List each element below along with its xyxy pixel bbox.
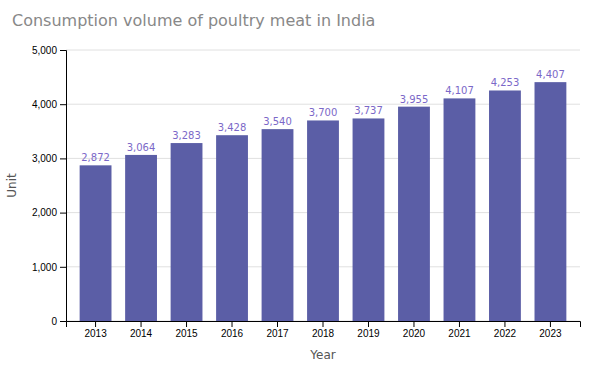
title: Consumption volume of poultry meat in In… (12, 11, 375, 30)
y-axis-title: Unit (5, 173, 19, 198)
x-axis: 2013 2014 2015 2016 2017 2018 2019 2020 2021 2022… (67, 321, 581, 339)
y-tick-mark (60, 213, 66, 214)
grid-line (66, 50, 580, 51)
x-tick-label: 2014 (130, 328, 153, 339)
x-tick-mark (141, 321, 142, 327)
x-tick: 2020 (403, 321, 426, 339)
x-tick-mark (413, 321, 414, 327)
y-tick-mark (60, 321, 66, 322)
x-tick-mark (232, 321, 233, 327)
y-tick: 1,000 (32, 262, 66, 273)
bar (489, 90, 521, 321)
grid (66, 50, 580, 321)
x-tick: 2017 (266, 321, 289, 339)
y-axis-line (60, 51, 67, 322)
data-label: 3,700 (309, 107, 338, 118)
y-tick-mark (60, 50, 66, 51)
x-tick-mark (323, 321, 324, 327)
x-tick: 2019 (357, 321, 380, 339)
y-tick-label: 3,000 (32, 153, 57, 164)
x-tick-label: 2016 (221, 328, 244, 339)
y-tick-mark (60, 267, 66, 268)
y-tick-label: 4,000 (32, 99, 57, 110)
data-label: 4,107 (445, 85, 474, 96)
x-tick: 2014 (130, 321, 153, 339)
y-tick-label: 2,000 (32, 207, 57, 218)
bar (125, 155, 157, 321)
x-tick-mark (504, 321, 505, 327)
x-tick: 2022 (494, 321, 517, 339)
data-label: 3,428 (218, 122, 247, 133)
y-tick: 2,000 (32, 207, 66, 218)
bar (307, 120, 339, 321)
bar (535, 82, 567, 321)
x-tick-mark (368, 321, 369, 327)
y-axis: 0 1,000 2,000 3,000 4,000 5,000 (32, 45, 67, 327)
bars (80, 82, 567, 321)
y-tick: 3,000 (32, 153, 66, 164)
y-tick-label: 1,000 (32, 262, 57, 273)
data-labels: 2,872 3,064 3,283 3,428 3,540 3,700 3,737 3,955… (81, 69, 565, 163)
bar (398, 107, 430, 321)
x-tick-label: 2022 (494, 328, 517, 339)
y-tick-mark (60, 104, 66, 105)
y-tick-mark (60, 158, 66, 159)
y-tick-label: 5,000 (32, 45, 57, 56)
x-tick: 2013 (84, 321, 107, 339)
x-tick-label: 2015 (175, 328, 198, 339)
chart: 2,872 3,064 3,283 3,428 3,540 3,700 3,737 3,955… (0, 0, 600, 371)
x-tick: 2015 (175, 321, 198, 339)
x-tick: 2023 (539, 321, 562, 339)
x-tick-label: 2021 (448, 328, 471, 339)
bar (262, 129, 294, 321)
data-label: 3,955 (400, 94, 429, 105)
x-axis-title: Year (309, 348, 335, 362)
data-label: 3,737 (354, 105, 383, 116)
bar (80, 165, 112, 321)
bar (444, 98, 476, 321)
x-tick-mark (550, 321, 551, 327)
x-tick-mark (95, 321, 96, 327)
data-label: 3,540 (263, 116, 292, 127)
data-label: 4,253 (491, 77, 520, 88)
y-tick: 5,000 (32, 45, 66, 56)
data-label: 3,283 (172, 130, 201, 141)
x-tick-label: 2020 (403, 328, 426, 339)
x-axis-line (67, 322, 581, 328)
x-tick-mark (277, 321, 278, 327)
x-tick: 2016 (221, 321, 244, 339)
y-tick: 4,000 (32, 99, 66, 110)
x-tick-label: 2013 (84, 328, 107, 339)
bar (353, 118, 385, 321)
x-tick-label: 2017 (266, 328, 289, 339)
y-tick: 0 (51, 316, 66, 327)
data-label: 3,064 (127, 142, 156, 153)
x-tick-label: 2023 (539, 328, 562, 339)
x-tick: 2021 (448, 321, 471, 339)
x-tick-mark (186, 321, 187, 327)
bar (216, 135, 248, 321)
bar (171, 143, 203, 321)
data-label: 4,407 (536, 69, 565, 80)
x-tick-label: 2019 (357, 328, 380, 339)
y-tick-label: 0 (51, 316, 57, 327)
x-tick-mark (459, 321, 460, 327)
data-label: 2,872 (81, 152, 110, 163)
x-tick: 2018 (312, 321, 335, 339)
x-tick-label: 2018 (312, 328, 335, 339)
plot: 2,872 3,064 3,283 3,428 3,540 3,700 3,737 3,955… (32, 45, 581, 339)
